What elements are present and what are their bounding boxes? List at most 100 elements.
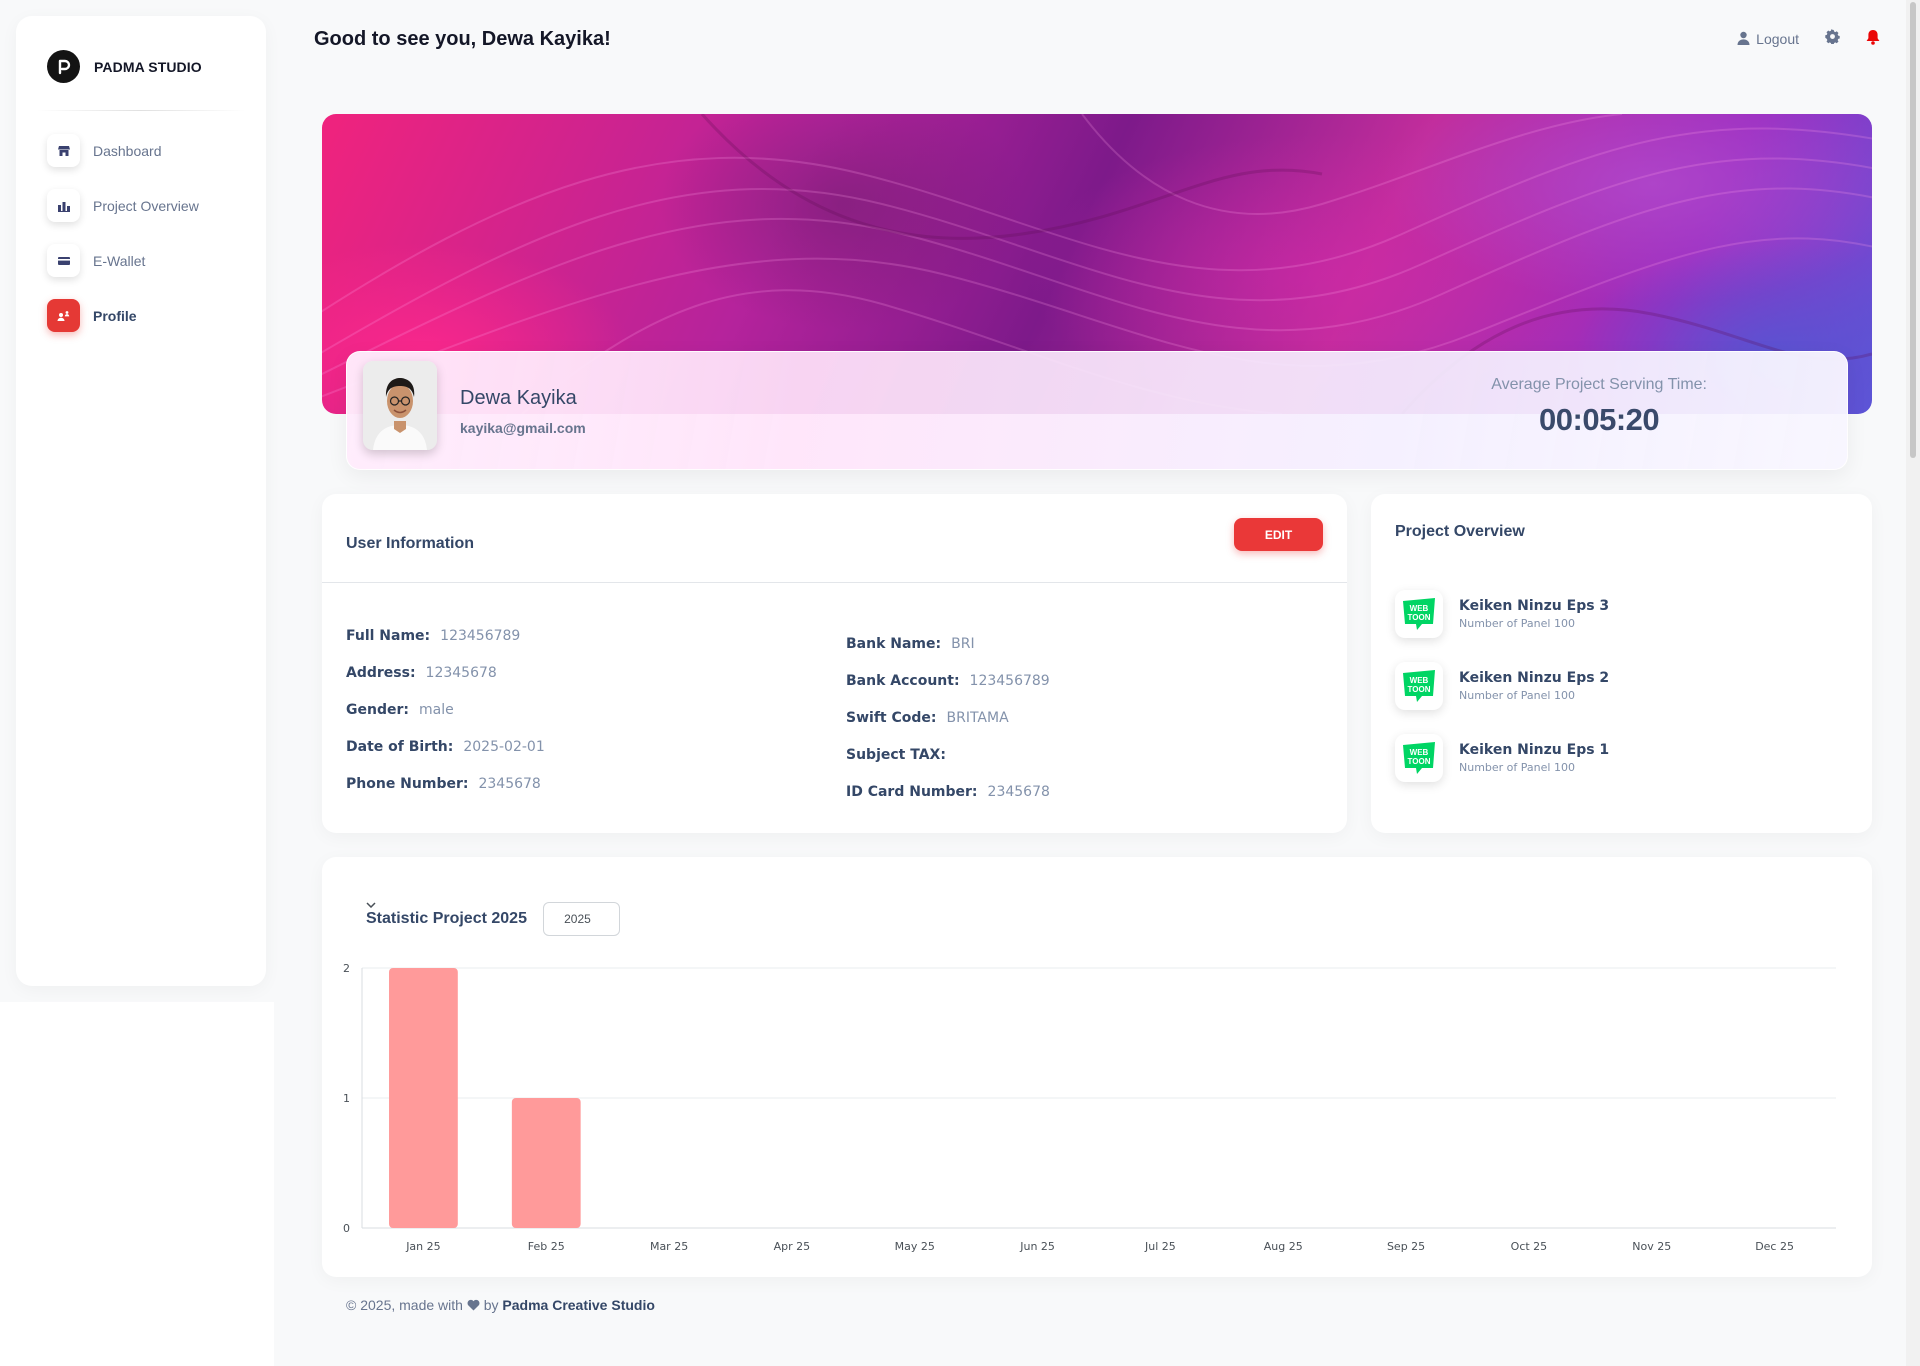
profile-summary-card: Dewa Kayika kayika@gmail.com Average Pro… bbox=[346, 351, 1848, 470]
info-row-bank-name: Bank Name: BRI bbox=[846, 625, 1050, 662]
logout-button[interactable]: Logout bbox=[1737, 31, 1799, 48]
user-icon bbox=[47, 299, 80, 332]
webtoon-icon: WEB TOON bbox=[1395, 590, 1443, 638]
footer: © 2025, made with by Padma Creative Stud… bbox=[346, 1297, 655, 1313]
gear-icon[interactable] bbox=[1825, 29, 1840, 49]
y-tick-label: 1 bbox=[343, 1092, 350, 1105]
info-row-address: Address: 12345678 bbox=[346, 654, 545, 691]
scrollbar-thumb[interactable] bbox=[1910, 2, 1916, 458]
info-value: 2345678 bbox=[987, 783, 1050, 800]
info-value: male bbox=[418, 701, 454, 718]
x-tick-label: Feb 25 bbox=[528, 1240, 565, 1253]
average-serving-time-value: 00:05:20 bbox=[1539, 402, 1660, 437]
project-subtitle: Number of Panel 100 bbox=[1459, 689, 1575, 702]
info-row-date-of-birth: Date of Birth: 2025-02-01 bbox=[346, 728, 545, 765]
project-item[interactable]: WEB TOON Keiken Ninzu Eps 1 Number of Pa… bbox=[1395, 722, 1609, 794]
sidebar-item-label: E-Wallet bbox=[93, 252, 146, 269]
info-value: 12345678 bbox=[425, 664, 497, 681]
footer-by: by bbox=[483, 1297, 499, 1313]
greeting-title: Good to see you, Dewa Kayika! bbox=[314, 27, 611, 50]
x-tick-label: Apr 25 bbox=[774, 1240, 811, 1253]
statistic-card: 0 1 2 Jan 25 Feb 25 Mar 25 Apr 25 May 25 Jun 25 J… bbox=[322, 857, 1872, 1277]
project-title: Keiken Ninzu Eps 3 bbox=[1459, 598, 1610, 614]
average-serving-time-label: Average Project Serving Time: bbox=[1491, 376, 1707, 393]
top-bar: Good to see you, Dewa Kayika! Logout bbox=[314, 24, 1880, 54]
sidebar-item-e-wallet[interactable]: E-Wallet bbox=[47, 233, 266, 288]
sidebar-divider bbox=[36, 110, 246, 111]
edit-button[interactable]: EDIT bbox=[1234, 518, 1323, 551]
statistic-bar-chart: 0 1 2 Jan 25 Feb 25 Mar 25 Apr 25 May 25 Jun 25 J… bbox=[343, 962, 1836, 1253]
info-key: Address: bbox=[346, 664, 416, 681]
sidebar-item-label: Profile bbox=[93, 307, 137, 324]
project-title: Keiken Ninzu Eps 1 bbox=[1459, 742, 1610, 758]
info-row-bank-account: Bank Account: 123456789 bbox=[846, 662, 1050, 699]
sidebar-item-label: Project Overview bbox=[93, 197, 199, 214]
bank-info-list: Bank Name: BRI Bank Account: 123456789 S… bbox=[846, 625, 1050, 810]
profile-name: Dewa Kayika bbox=[460, 387, 577, 409]
info-value: 2345678 bbox=[478, 775, 541, 792]
top-actions: Logout bbox=[1737, 29, 1880, 50]
x-tick-label: Dec 25 bbox=[1755, 1240, 1794, 1253]
footer-studio-link[interactable]: Padma Creative Studio bbox=[502, 1297, 655, 1313]
webtoon-icon-text: TOON bbox=[1408, 613, 1431, 622]
statistic-title: Statistic Project 2025 bbox=[366, 910, 527, 927]
x-tick-label: Mar 25 bbox=[650, 1240, 688, 1253]
project-item[interactable]: WEB TOON Keiken Ninzu Eps 3 Number of Pa… bbox=[1395, 578, 1609, 650]
info-key: Phone Number: bbox=[346, 775, 469, 792]
user-information-title: User Information bbox=[346, 535, 475, 552]
webtoon-icon-text: TOON bbox=[1408, 685, 1431, 694]
info-key: Bank Account: bbox=[846, 672, 960, 689]
info-key: Subject TAX: bbox=[846, 746, 946, 763]
chart-bar bbox=[511, 1098, 581, 1228]
average-serving-time: Average Project Serving Time: 00:05:20 bbox=[1491, 376, 1707, 438]
store-icon bbox=[47, 134, 80, 167]
avatar bbox=[363, 361, 437, 450]
info-value: BRITAMA bbox=[946, 709, 1009, 726]
sidebar-item-project-overview[interactable]: Project Overview bbox=[47, 178, 266, 233]
x-tick-label: Nov 25 bbox=[1632, 1240, 1671, 1253]
info-row-subject-tax: Subject TAX: bbox=[846, 736, 1050, 773]
sidebar-item-profile[interactable]: Profile bbox=[47, 288, 266, 343]
info-value: BRI bbox=[951, 635, 975, 652]
brand-name: PADMA STUDIO bbox=[94, 58, 202, 75]
sidebar-item-dashboard[interactable]: Dashboard bbox=[47, 123, 266, 178]
x-tick-label: Sep 25 bbox=[1387, 1240, 1425, 1253]
info-row-phone-number: Phone Number: 2345678 bbox=[346, 765, 545, 802]
project-subtitle: Number of Panel 100 bbox=[1459, 761, 1575, 774]
info-key: Swift Code: bbox=[846, 709, 937, 726]
credit-card-icon bbox=[47, 244, 80, 277]
personal-info-list: Full Name: 123456789 Address: 12345678 G… bbox=[346, 617, 545, 802]
sidebar-item-label: Dashboard bbox=[93, 142, 162, 159]
webtoon-icon-text: TOON bbox=[1408, 757, 1431, 766]
x-tick-label: Jun 25 bbox=[1019, 1240, 1055, 1253]
info-value: 2025-02-01 bbox=[463, 738, 545, 755]
project-overview-title: Project Overview bbox=[1395, 523, 1525, 540]
sidebar-background bbox=[0, 1002, 274, 1366]
info-row-gender: Gender: male bbox=[346, 691, 545, 728]
logout-label: Logout bbox=[1756, 31, 1799, 47]
project-item[interactable]: WEB TOON Keiken Ninzu Eps 2 Number of Pa… bbox=[1395, 650, 1609, 722]
x-tick-label: Jul 25 bbox=[1144, 1240, 1176, 1253]
y-tick-label: 2 bbox=[343, 962, 350, 975]
heart-icon bbox=[467, 1297, 480, 1313]
info-key: Date of Birth: bbox=[346, 738, 454, 755]
webtoon-icon: WEB TOON bbox=[1395, 734, 1443, 782]
user-information-header: User Information EDIT bbox=[322, 494, 1347, 583]
project-overview-card: Project Overview WEB TOON Keiken Ninzu E… bbox=[1371, 494, 1872, 833]
bell-icon[interactable] bbox=[1866, 29, 1880, 50]
sidebar: PADMA STUDIO Dashboard Project Overview … bbox=[16, 16, 266, 986]
statistic-header: Statistic Project 2025 2025 bbox=[366, 902, 620, 936]
year-select[interactable]: 2025 bbox=[366, 902, 620, 936]
project-text: Keiken Ninzu Eps 1 Number of Panel 100 bbox=[1459, 742, 1609, 774]
info-key: ID Card Number: bbox=[846, 783, 978, 800]
year-select-value: 2025 bbox=[564, 912, 591, 926]
x-tick-label: Oct 25 bbox=[1511, 1240, 1548, 1253]
brand[interactable]: PADMA STUDIO bbox=[16, 16, 266, 93]
project-subtitle: Number of Panel 100 bbox=[1459, 617, 1575, 630]
sidebar-nav: Dashboard Project Overview E-Wallet Prof… bbox=[16, 111, 266, 343]
page-scrollbar[interactable] bbox=[1906, 0, 1920, 1366]
info-key: Gender: bbox=[346, 701, 409, 718]
padma-logo-icon bbox=[47, 50, 80, 83]
info-value: 123456789 bbox=[440, 627, 521, 644]
x-tick-label: Jan 25 bbox=[405, 1240, 440, 1253]
